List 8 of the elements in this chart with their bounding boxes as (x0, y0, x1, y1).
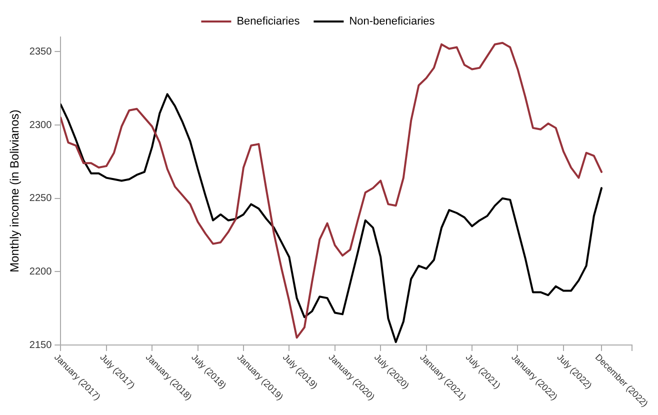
y-tick-label: 2150 (29, 340, 52, 351)
y-tick-label: 2350 (29, 46, 52, 58)
legend-label: Non-beneficiaries (349, 16, 436, 28)
y-axis-title: Monthly income (in Bolivianos) (8, 110, 22, 272)
y-tick-label: 2300 (29, 120, 52, 131)
y-tick-label: 2200 (29, 266, 52, 278)
y-tick-label: 2250 (29, 193, 52, 204)
legend-label: Beneficiaries (236, 16, 300, 28)
